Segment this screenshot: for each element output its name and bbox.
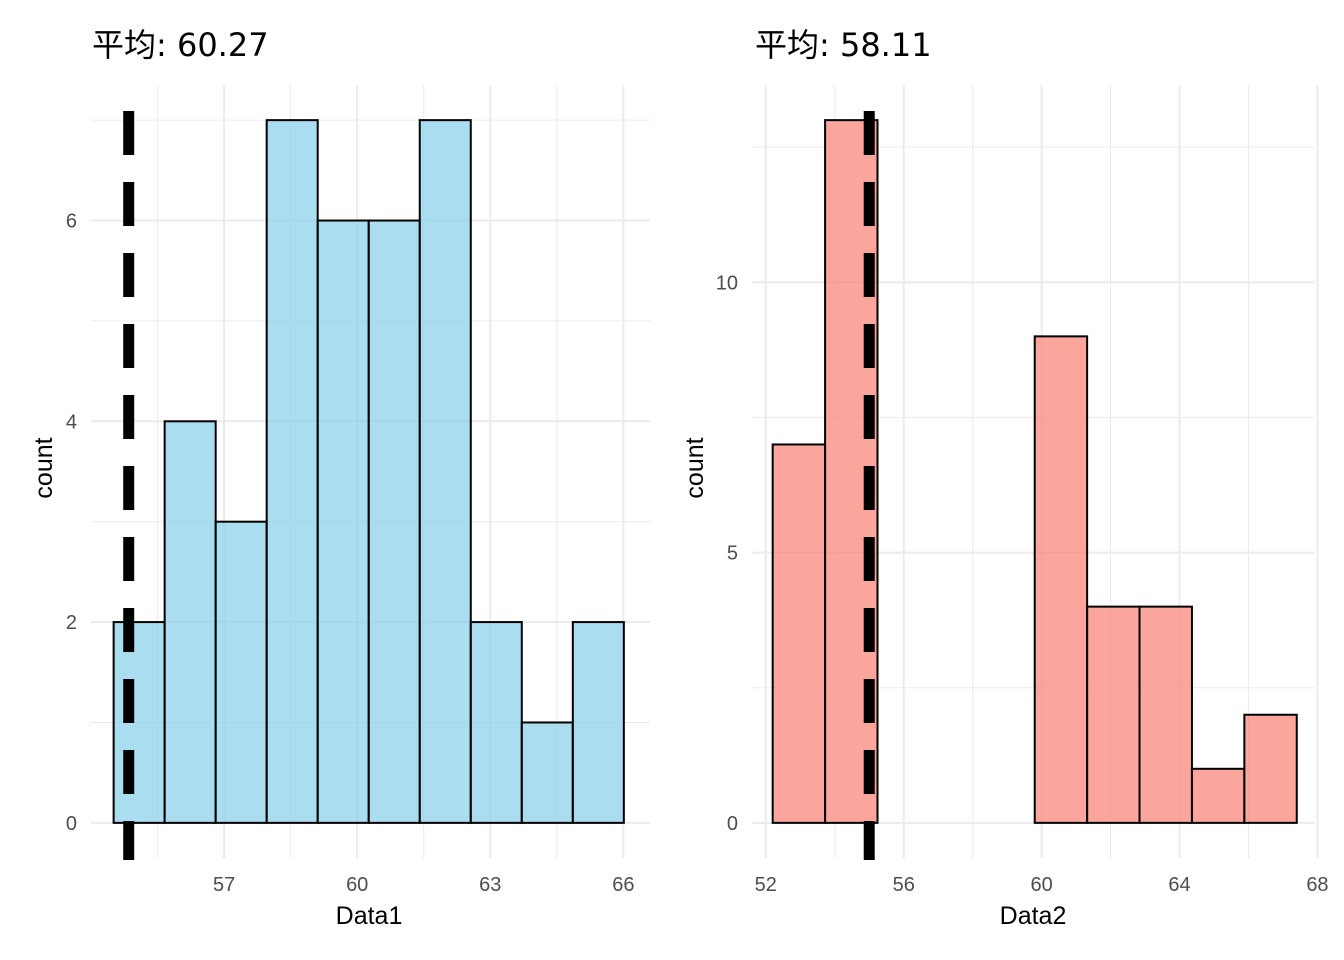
x-tick-label: 57 (213, 874, 235, 896)
x-tick-label: 64 (1168, 874, 1190, 896)
panel-title: 平均: 60.27 (92, 26, 269, 64)
histogram-bar (163, 420, 217, 824)
y-tick-label: 5 (727, 543, 738, 565)
histogram-bar (1243, 713, 1298, 824)
x-tick-label: 52 (755, 874, 777, 896)
y-axis-title: count (681, 437, 709, 498)
y-tick-labels: 0 2 4 6 (66, 211, 77, 835)
histogram-bar (1190, 767, 1246, 824)
histogram-bar (214, 520, 268, 824)
x-axis-title: Data1 (336, 902, 403, 930)
x-axis-title: Data2 (1000, 902, 1067, 930)
x-tick-label: 60 (1030, 874, 1052, 896)
x-tick-labels: 52 56 60 64 68 (755, 874, 1329, 896)
histogram-bar (469, 621, 523, 824)
histogram-bar (571, 621, 625, 824)
histogram-bar (418, 119, 472, 824)
panel-title: 平均: 58.11 (755, 26, 932, 64)
histogram-bar (1086, 605, 1141, 824)
bars (112, 119, 625, 824)
y-axis-title: count (30, 437, 58, 498)
histogram-bar (520, 721, 574, 824)
x-tick-label: 56 (893, 874, 915, 896)
x-tick-label: 63 (479, 874, 501, 896)
y-tick-label: 2 (66, 612, 77, 634)
x-tick-label: 68 (1306, 874, 1328, 896)
y-tick-label: 10 (716, 272, 738, 294)
y-tick-label: 4 (66, 411, 77, 433)
x-tick-labels: 57 60 63 66 (213, 874, 635, 896)
histogram-bar (771, 443, 827, 824)
histogram-bar (367, 219, 421, 824)
panel-data1: 平均: 60.27 0 2 4 6 57 60 63 66 Data1 count (30, 26, 650, 930)
x-tick-label: 60 (346, 874, 368, 896)
histogram-bar (112, 621, 166, 824)
histogram-bar (1033, 335, 1089, 824)
y-tick-labels: 0 5 10 (716, 272, 738, 835)
y-tick-label: 0 (66, 813, 77, 835)
histogram-bar (265, 119, 319, 824)
histogram-bar (316, 219, 370, 824)
bars (771, 119, 1298, 824)
x-tick-label: 66 (612, 874, 634, 896)
y-tick-label: 0 (727, 813, 738, 835)
panel-data2: 平均: 58.11 0 5 10 52 56 60 64 68 Data2 count (681, 26, 1329, 930)
y-tick-label: 6 (66, 211, 77, 233)
histogram-bar (1138, 605, 1193, 824)
